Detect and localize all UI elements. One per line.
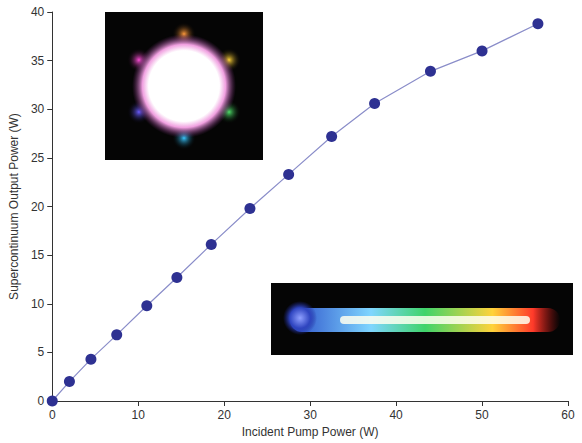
svg-text:Incident Pump Power (W): Incident Pump Power (W) bbox=[242, 425, 379, 439]
svg-text:15: 15 bbox=[31, 248, 45, 262]
svg-text:40: 40 bbox=[31, 5, 45, 19]
svg-text:25: 25 bbox=[31, 151, 45, 165]
svg-text:30: 30 bbox=[303, 408, 317, 422]
svg-text:Supercontinuum Output Power (W: Supercontinuum Output Power (W) bbox=[7, 113, 21, 300]
svg-text:50: 50 bbox=[475, 408, 489, 422]
svg-text:5: 5 bbox=[38, 345, 45, 359]
svg-text:35: 35 bbox=[31, 54, 45, 68]
svg-text:0: 0 bbox=[49, 408, 56, 422]
svg-text:20: 20 bbox=[217, 408, 231, 422]
svg-text:40: 40 bbox=[389, 408, 403, 422]
svg-text:10: 10 bbox=[31, 297, 45, 311]
svg-text:20: 20 bbox=[31, 200, 45, 214]
svg-text:60: 60 bbox=[561, 408, 575, 422]
svg-text:0: 0 bbox=[38, 394, 45, 408]
svg-text:10: 10 bbox=[132, 408, 146, 422]
svg-text:30: 30 bbox=[31, 102, 45, 116]
